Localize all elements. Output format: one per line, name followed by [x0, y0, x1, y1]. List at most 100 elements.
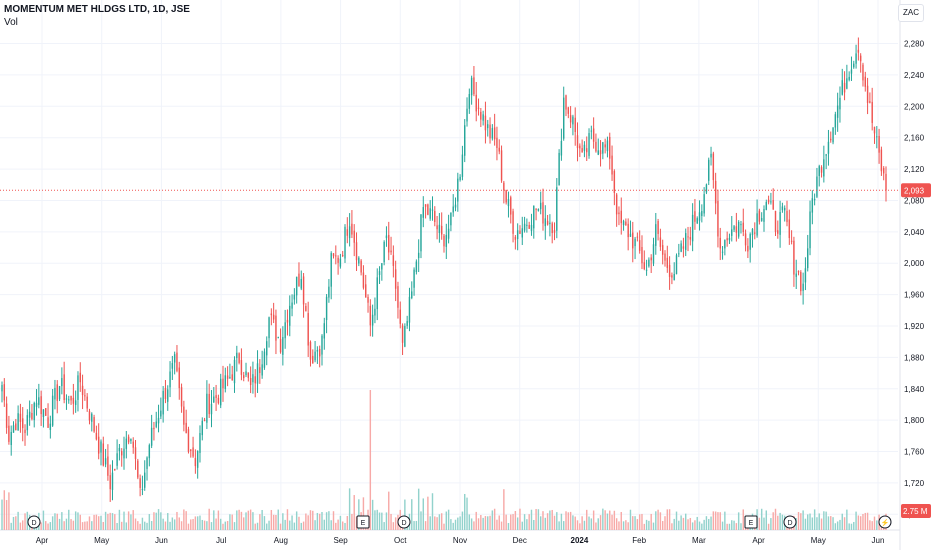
- volume-bar: [636, 519, 639, 530]
- volume-bar: [206, 521, 208, 530]
- candle-body: [102, 443, 105, 466]
- y-tick-label: 2,120: [904, 165, 925, 174]
- x-tick-label: Oct: [394, 536, 407, 545]
- candle-body: [328, 286, 330, 298]
- candle-body: [691, 214, 694, 242]
- candle-body: [666, 257, 669, 268]
- candle-body: [786, 210, 788, 223]
- volume-bar: [79, 514, 81, 530]
- candle-body: [12, 425, 15, 433]
- volume-bar: [164, 521, 167, 530]
- x-tick-label: Apr: [752, 536, 765, 545]
- volume-bar: [134, 518, 137, 530]
- candle-body: [130, 438, 132, 442]
- candle-body: [445, 234, 448, 247]
- candle-body: [295, 276, 298, 296]
- candle-body: [848, 76, 850, 80]
- volume-bar: [807, 514, 809, 530]
- volume-bar: [348, 488, 351, 530]
- candle-body: [850, 69, 853, 74]
- volume-bar: [843, 517, 846, 530]
- volume-bar: [641, 513, 643, 530]
- volume-bar: [703, 519, 705, 530]
- candle-body: [579, 145, 581, 149]
- candle-body: [443, 235, 445, 247]
- volume-bar: [203, 520, 206, 530]
- volume-bar: [61, 512, 63, 530]
- volume-bar: [470, 518, 473, 530]
- y-tick-label: 2,080: [904, 196, 925, 205]
- candle-body: [873, 126, 876, 134]
- volume-bar: [770, 518, 772, 530]
- candle-body: [26, 415, 29, 431]
- volume-bar: [632, 516, 634, 530]
- volume-bar: [277, 509, 279, 530]
- volume-bar: [611, 514, 613, 530]
- volume-bar: [625, 520, 627, 530]
- volume-bar: [802, 510, 804, 530]
- volume-bar: [781, 514, 784, 530]
- volume-bar: [657, 509, 659, 530]
- candle-body: [668, 264, 671, 277]
- volume-bar: [510, 514, 512, 530]
- volume-bar: [650, 513, 652, 530]
- volume-bar: [496, 519, 498, 530]
- candle-body: [825, 154, 827, 156]
- volume-bar: [772, 512, 774, 530]
- candle-body: [346, 229, 349, 236]
- volume-bar: [141, 517, 144, 530]
- volume-indicator-label[interactable]: Vol: [4, 17, 18, 28]
- volume-bar: [659, 512, 662, 530]
- volume-bar: [869, 520, 871, 530]
- x-tick-label: Feb: [632, 536, 646, 545]
- volume-bar: [72, 520, 75, 530]
- volume-bar: [254, 523, 256, 530]
- volume-bar: [10, 522, 12, 530]
- candle-body: [710, 153, 712, 158]
- volume-bar: [95, 514, 98, 530]
- volume-bar: [19, 522, 22, 530]
- volume-bar: [185, 511, 187, 530]
- volume-bar: [604, 510, 606, 530]
- volume-bar: [422, 498, 424, 530]
- volume-bar: [740, 523, 742, 530]
- candle-body: [636, 236, 639, 238]
- candle-body: [38, 397, 40, 405]
- y-tick-label: 1,760: [904, 448, 925, 457]
- volume-bar: [58, 518, 61, 530]
- candle-body: [871, 101, 873, 123]
- candle-body: [376, 277, 378, 310]
- volume-bar: [259, 514, 261, 530]
- candle-body: [153, 427, 155, 430]
- volume-bar: [767, 523, 770, 530]
- candle-body: [42, 409, 45, 417]
- y-tick-label: 2,000: [904, 259, 925, 268]
- volume-bar: [362, 497, 365, 530]
- candle-body: [330, 253, 332, 287]
- currency-badge[interactable]: ZAC: [898, 4, 924, 22]
- candle-body: [314, 351, 316, 361]
- candle-body: [772, 200, 774, 210]
- volume-bar: [597, 518, 599, 530]
- candle-body: [802, 283, 804, 291]
- candle-body: [551, 223, 553, 234]
- candle-body: [602, 142, 604, 154]
- candle-body: [823, 159, 825, 177]
- volume-bar: [321, 511, 323, 530]
- candle-body: [226, 375, 229, 379]
- candle-body: [572, 116, 574, 125]
- split-marker: [878, 515, 892, 529]
- volume-bar: [279, 523, 282, 530]
- volume-bar: [629, 509, 632, 530]
- volume-bar: [832, 517, 834, 530]
- candle-body: [54, 387, 56, 400]
- candle-body: [284, 322, 286, 339]
- volume-bar: [445, 511, 448, 530]
- marker-label: D: [31, 520, 36, 527]
- volume-bar: [583, 520, 586, 530]
- candle-body: [604, 144, 606, 148]
- candle-body: [609, 136, 611, 159]
- candle-body: [173, 354, 176, 363]
- candle-body: [150, 427, 153, 446]
